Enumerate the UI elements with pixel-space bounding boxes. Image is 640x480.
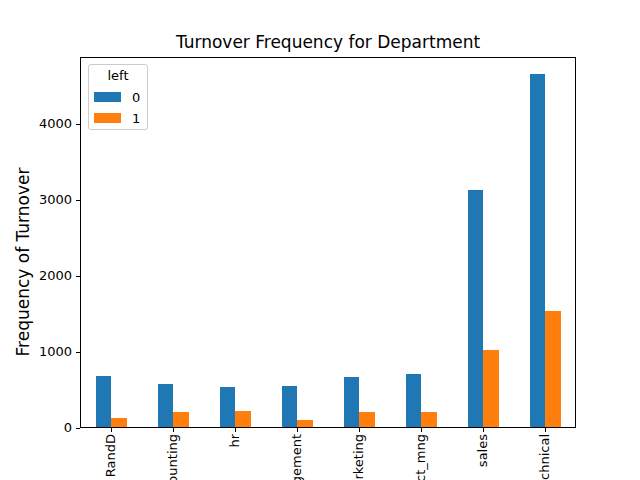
- bar-sales-left1: [483, 350, 499, 427]
- legend-swatch-1: [94, 113, 121, 123]
- x-tick-label-product_mng: product_mng: [414, 434, 428, 480]
- chart-title: Turnover Frequency for Department: [80, 32, 576, 52]
- x-tick-label-management: management: [290, 434, 304, 480]
- y-tick-label: 3000: [0, 192, 72, 208]
- bar-product_mng-left1: [421, 412, 437, 427]
- x-tick: [297, 428, 298, 432]
- legend-swatch-0: [94, 92, 121, 102]
- x-tick: [545, 428, 546, 432]
- legend-item-label: 0: [132, 91, 140, 104]
- x-tick: [421, 428, 422, 432]
- y-tick-label: 1000: [0, 344, 72, 360]
- x-tick: [111, 428, 112, 432]
- y-tick: [76, 352, 80, 353]
- x-tick-label-marketing: marketing: [352, 434, 366, 480]
- legend-rows: 01: [89, 92, 147, 123]
- bar-management-left1: [297, 420, 313, 427]
- bar-technical-left0: [530, 74, 546, 427]
- bar-RandD-left1: [111, 418, 127, 427]
- y-tick: [76, 428, 80, 429]
- x-tick-label-accounting: accounting: [166, 434, 180, 480]
- bar-RandD-left0: [96, 376, 112, 427]
- legend: left 01: [88, 64, 148, 130]
- x-tick: [235, 428, 236, 432]
- bar-sales-left0: [468, 190, 484, 428]
- x-tick: [359, 428, 360, 432]
- bar-management-left0: [282, 386, 298, 427]
- y-tick: [76, 200, 80, 201]
- x-tick-label-hr: hr: [228, 434, 242, 448]
- x-tick-label-RandD: RandD: [104, 434, 118, 477]
- bar-accounting-left1: [173, 412, 189, 428]
- legend-item-1: 1: [94, 113, 147, 123]
- x-tick-label-technical: technical: [538, 434, 552, 480]
- legend-item-label: 1: [132, 112, 140, 125]
- y-tick-label: 0: [0, 420, 72, 436]
- bar-product_mng-left0: [406, 374, 422, 428]
- legend-title: left: [89, 68, 147, 84]
- bar-hr-left0: [220, 387, 236, 427]
- bar-technical-left1: [545, 311, 561, 427]
- y-tick-label: 4000: [0, 116, 72, 132]
- x-tick: [483, 428, 484, 432]
- y-tick: [76, 124, 80, 125]
- bar-marketing-left1: [359, 412, 375, 427]
- bar-marketing-left0: [344, 377, 360, 427]
- legend-item-0: 0: [94, 92, 147, 102]
- y-tick: [76, 276, 80, 277]
- plot-area: [80, 57, 576, 428]
- x-tick: [173, 428, 174, 432]
- bar-chart: Turnover Frequency for Department Freque…: [0, 0, 640, 480]
- y-tick-label: 2000: [0, 268, 72, 284]
- bar-accounting-left0: [158, 384, 174, 427]
- bar-hr-left1: [235, 411, 251, 427]
- x-tick-label-sales: sales: [476, 434, 490, 467]
